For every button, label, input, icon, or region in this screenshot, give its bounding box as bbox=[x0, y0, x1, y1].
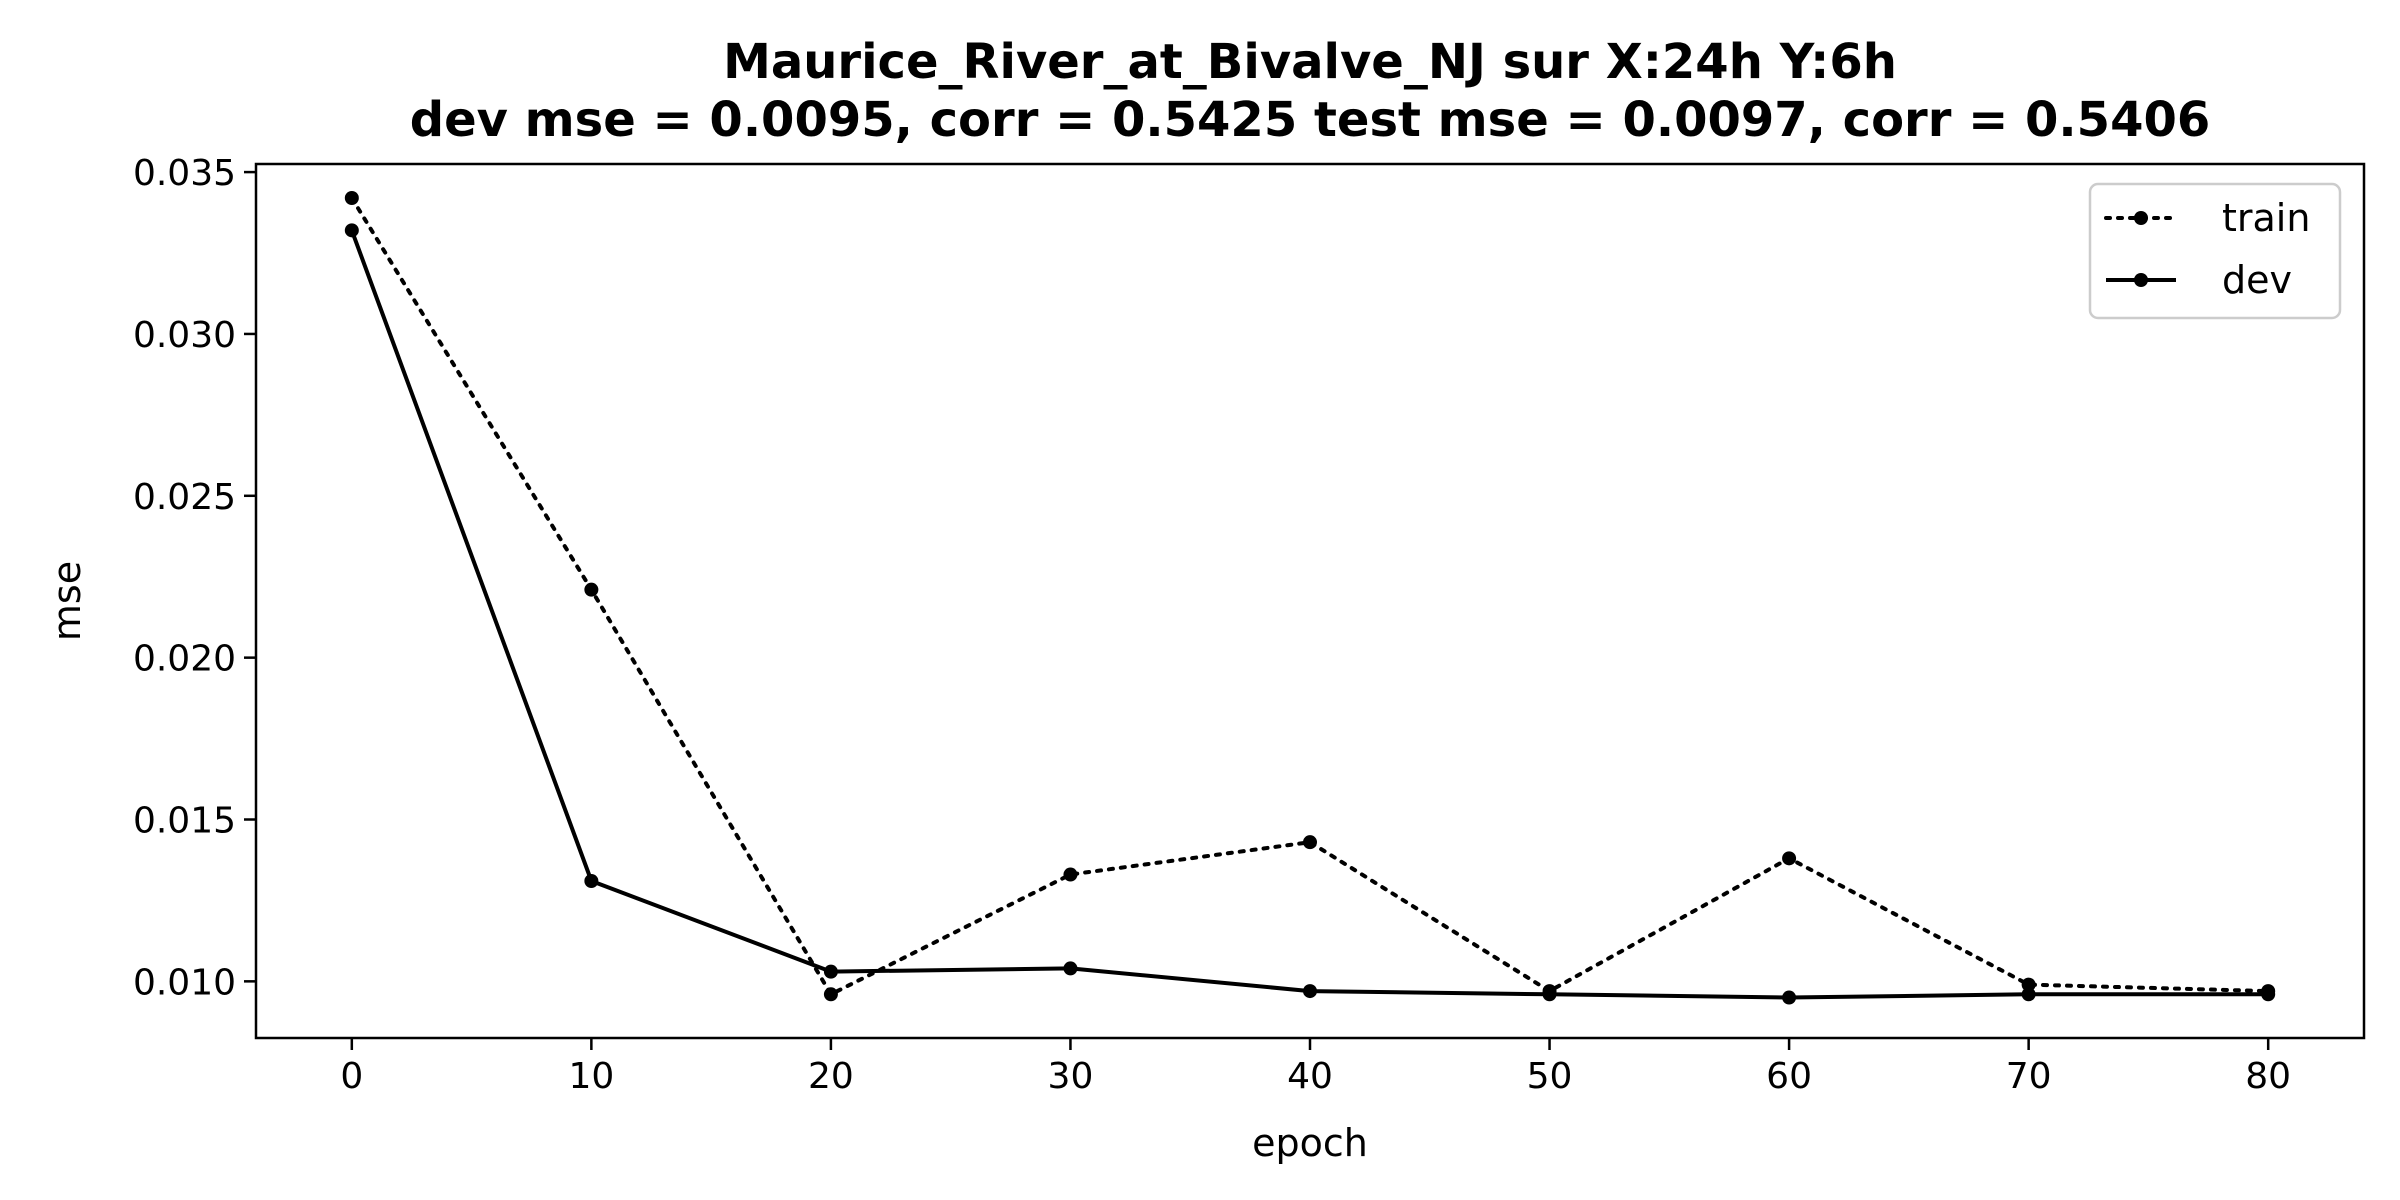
x-tick-label: 50 bbox=[1527, 1056, 1573, 1097]
y-tick-label: 0.025 bbox=[133, 477, 236, 518]
legend-label-train: train bbox=[2222, 196, 2310, 240]
legend: train dev bbox=[2088, 182, 2342, 320]
data-point-train bbox=[1782, 851, 1797, 866]
x-tick-label: 20 bbox=[808, 1056, 854, 1097]
x-tick-label: 70 bbox=[2006, 1056, 2052, 1097]
y-axis: 0.010 0.015 0.020 0.025 0.030 0.035 bbox=[133, 153, 256, 1003]
data-point-dev bbox=[2021, 987, 2036, 1002]
data-point-train bbox=[344, 190, 359, 205]
legend-marker-train bbox=[2134, 211, 2148, 225]
chart-subtitle: dev mse = 0.0095, corr = 0.5425 test mse… bbox=[410, 92, 2211, 148]
data-point-train bbox=[584, 582, 599, 597]
data-point-train bbox=[1303, 835, 1317, 850]
legend-item-dev: dev bbox=[2106, 258, 2292, 302]
y-tick-label: 0.035 bbox=[133, 153, 236, 194]
data-point-dev bbox=[1063, 961, 1078, 976]
y-axis-label: mse bbox=[45, 561, 89, 641]
legend-label-dev: dev bbox=[2222, 258, 2292, 302]
y-tick-label: 0.020 bbox=[133, 639, 236, 680]
data-point-dev bbox=[1782, 990, 1797, 1005]
data-point-dev bbox=[2261, 987, 2276, 1002]
data-point-train bbox=[2021, 977, 2036, 992]
x-tick-label: 10 bbox=[568, 1056, 614, 1097]
y-tick-label: 0.015 bbox=[133, 801, 236, 842]
x-tick-label: 30 bbox=[1048, 1056, 1094, 1097]
data-point-dev bbox=[823, 964, 838, 979]
data-point-dev bbox=[344, 223, 359, 238]
y-tick-label: 0.030 bbox=[133, 315, 236, 356]
data-point-dev bbox=[1542, 987, 1557, 1002]
x-axis-label: epoch bbox=[1252, 1121, 1368, 1165]
x-tick-label: 60 bbox=[1766, 1056, 1812, 1097]
x-tick-label: 0 bbox=[340, 1056, 363, 1097]
chart-title: Maurice_River_at_Bivalve_NJ sur X:24h Y:… bbox=[723, 34, 1897, 90]
y-tick-label: 0.010 bbox=[133, 962, 236, 1003]
data-point-dev bbox=[1303, 984, 1317, 999]
x-tick-label: 80 bbox=[2245, 1056, 2291, 1097]
x-tick-label: 40 bbox=[1287, 1056, 1333, 1097]
x-axis: 0 10 20 30 40 50 60 70 80 bbox=[340, 1038, 2291, 1097]
legend-item-train: train bbox=[2104, 196, 2310, 240]
data-point-train bbox=[823, 987, 838, 1002]
data-point-train bbox=[1063, 867, 1078, 882]
data-point-dev bbox=[584, 874, 599, 889]
legend-marker-dev bbox=[2134, 273, 2148, 287]
plot-content bbox=[344, 190, 2276, 1005]
